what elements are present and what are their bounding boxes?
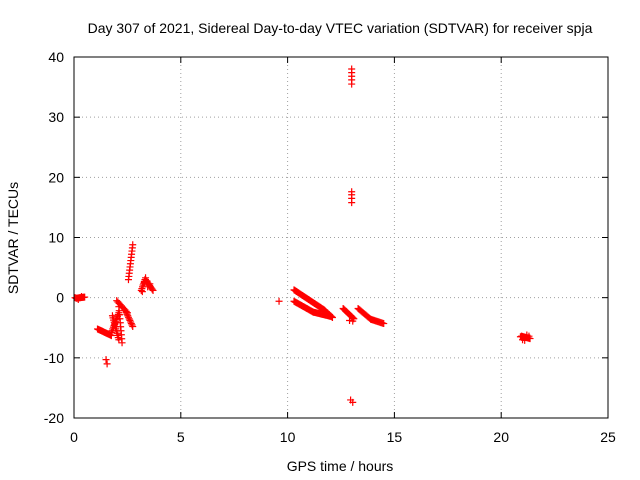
data-point [126, 316, 134, 324]
data-point [140, 279, 148, 287]
data-point [128, 321, 136, 329]
x-tick-label: 10 [280, 429, 296, 445]
data-point [102, 356, 110, 364]
data-point [349, 317, 357, 325]
data-point [125, 315, 133, 323]
data-point [122, 309, 130, 317]
y-tick-label: -10 [44, 350, 64, 366]
y-tick-label: 30 [48, 109, 64, 125]
chart-title: Day 307 of 2021, Sidereal Day-to-day VTE… [88, 20, 593, 36]
plot-frame [73, 56, 609, 419]
x-tick-label: 5 [177, 429, 185, 445]
data-point [74, 295, 82, 303]
x-tick-label: 25 [600, 429, 616, 445]
data-point [525, 332, 533, 340]
data-point [137, 286, 145, 294]
data-point [380, 320, 388, 328]
data-point [148, 285, 156, 293]
data-point [521, 336, 529, 344]
x-tick-label: 0 [70, 429, 78, 445]
y-tick-label: 10 [48, 230, 64, 246]
y-tick-label: 40 [48, 49, 64, 65]
x-tick-label: 20 [493, 429, 509, 445]
data-point [275, 297, 283, 305]
data-point [127, 319, 135, 327]
x-tick-label: 15 [387, 429, 403, 445]
data-point [149, 286, 157, 294]
data-point [118, 339, 126, 347]
y-tick-label: -20 [44, 410, 64, 426]
x-axis-label: GPS time / hours [287, 458, 394, 474]
data-point [124, 313, 132, 321]
data-point [348, 65, 356, 73]
data-point [123, 310, 131, 318]
data-point [129, 323, 137, 331]
y-axis-label: SDTVAR / TECUs [5, 182, 21, 294]
data-point [327, 312, 335, 320]
data-point [103, 360, 111, 368]
grid [74, 57, 608, 418]
data-point [127, 318, 135, 326]
data-point [77, 292, 85, 300]
data-point [146, 280, 154, 288]
data-point [348, 188, 356, 196]
data-point [328, 313, 336, 321]
y-tick-label: 20 [48, 169, 64, 185]
tick-labels: 0 5 10 15 20 25 -20 -10 0 10 20 30 40 [44, 49, 616, 445]
data-point [129, 241, 137, 249]
data-points [71, 65, 534, 406]
data-point [328, 314, 336, 322]
data-point [138, 288, 146, 296]
data-point [349, 398, 357, 406]
data-point [81, 293, 89, 301]
data-point [346, 317, 354, 325]
y-tick-label: 0 [56, 290, 64, 306]
data-point [124, 312, 132, 320]
